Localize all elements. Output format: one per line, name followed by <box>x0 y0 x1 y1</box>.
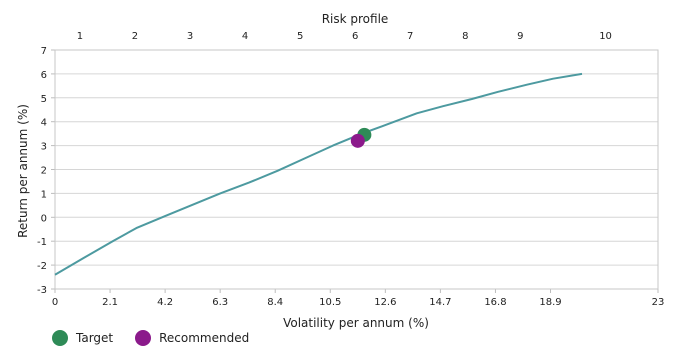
plot-border <box>54 49 659 290</box>
series-layer <box>54 72 583 276</box>
risk-profile-tick-labels: 1 2 3 4 5 6 7 8 9 10 <box>77 31 612 42</box>
x-tick-label: 2.1 <box>102 297 118 308</box>
risk-profile-tick-label: 8 <box>462 31 468 42</box>
recommended-point <box>350 133 365 148</box>
legend-swatch-target <box>52 330 68 346</box>
y-tick-label: -2 <box>37 261 47 272</box>
y-tick-label: 5 <box>41 94 47 105</box>
legend: Target Recommended <box>52 330 271 346</box>
y-tick-label: 1 <box>41 189 47 200</box>
x-tick-label: 23 <box>652 297 665 308</box>
risk-profile-tick-label: 7 <box>407 31 413 42</box>
x-tick-label: 0 <box>52 297 58 308</box>
y-tick-label: 2 <box>41 166 47 177</box>
y-tick-label: -3 <box>37 285 47 296</box>
y-tick-label: 6 <box>41 70 47 81</box>
risk-profile-tick-label: 3 <box>187 31 193 42</box>
x-tick-label: 12.6 <box>374 297 396 308</box>
x-tick-label: 18.9 <box>539 297 561 308</box>
y-tick-label: 7 <box>41 46 47 57</box>
legend-item-target: Target <box>52 330 113 346</box>
x-tick-label: 16.8 <box>484 297 506 308</box>
x-tick-label: 10.5 <box>319 297 341 308</box>
y-tick-labels: -3 -2 -1 0 1 2 3 4 5 6 7 <box>37 46 47 296</box>
y-tick-label: 3 <box>41 142 47 153</box>
x-axis-title: Volatility per annum (%) <box>283 316 429 330</box>
legend-item-recommended: Recommended <box>135 330 249 346</box>
y-tick-label: 4 <box>41 118 47 129</box>
risk-profile-tick-label: 5 <box>297 31 303 42</box>
points-layer <box>350 127 372 148</box>
risk-profile-tick-label: 1 <box>77 31 83 42</box>
legend-label-target: Target <box>76 331 114 345</box>
risk-profile-tick-label: 2 <box>132 31 138 42</box>
efficient-frontier-line <box>54 72 583 276</box>
risk-profile-tick-label: 6 <box>352 31 358 42</box>
legend-swatch-recommended <box>135 330 152 346</box>
x-tick-label: 6.3 <box>212 297 228 308</box>
x-tick-label: 14.7 <box>429 297 451 308</box>
gridlines <box>51 49 659 293</box>
x-tick-label: 4.2 <box>157 297 173 308</box>
y-tick-label: 0 <box>41 213 47 224</box>
risk-profile-axis-title: Risk profile <box>322 12 389 26</box>
risk-profile-tick-label: 9 <box>517 31 523 42</box>
x-tick-label: 8.4 <box>267 297 283 308</box>
risk-profile-tick-label: 4 <box>242 31 248 42</box>
y-tick-label: -1 <box>37 237 47 248</box>
risk-profile-tick-label: 10 <box>599 31 612 42</box>
legend-label-recommended: Recommended <box>159 331 250 345</box>
x-tick-labels: 0 2.1 4.2 6.3 8.4 10.5 12.6 14.7 16.8 18.9 23 <box>52 297 665 308</box>
y-axis-title: Return per annum (%) <box>16 104 30 238</box>
